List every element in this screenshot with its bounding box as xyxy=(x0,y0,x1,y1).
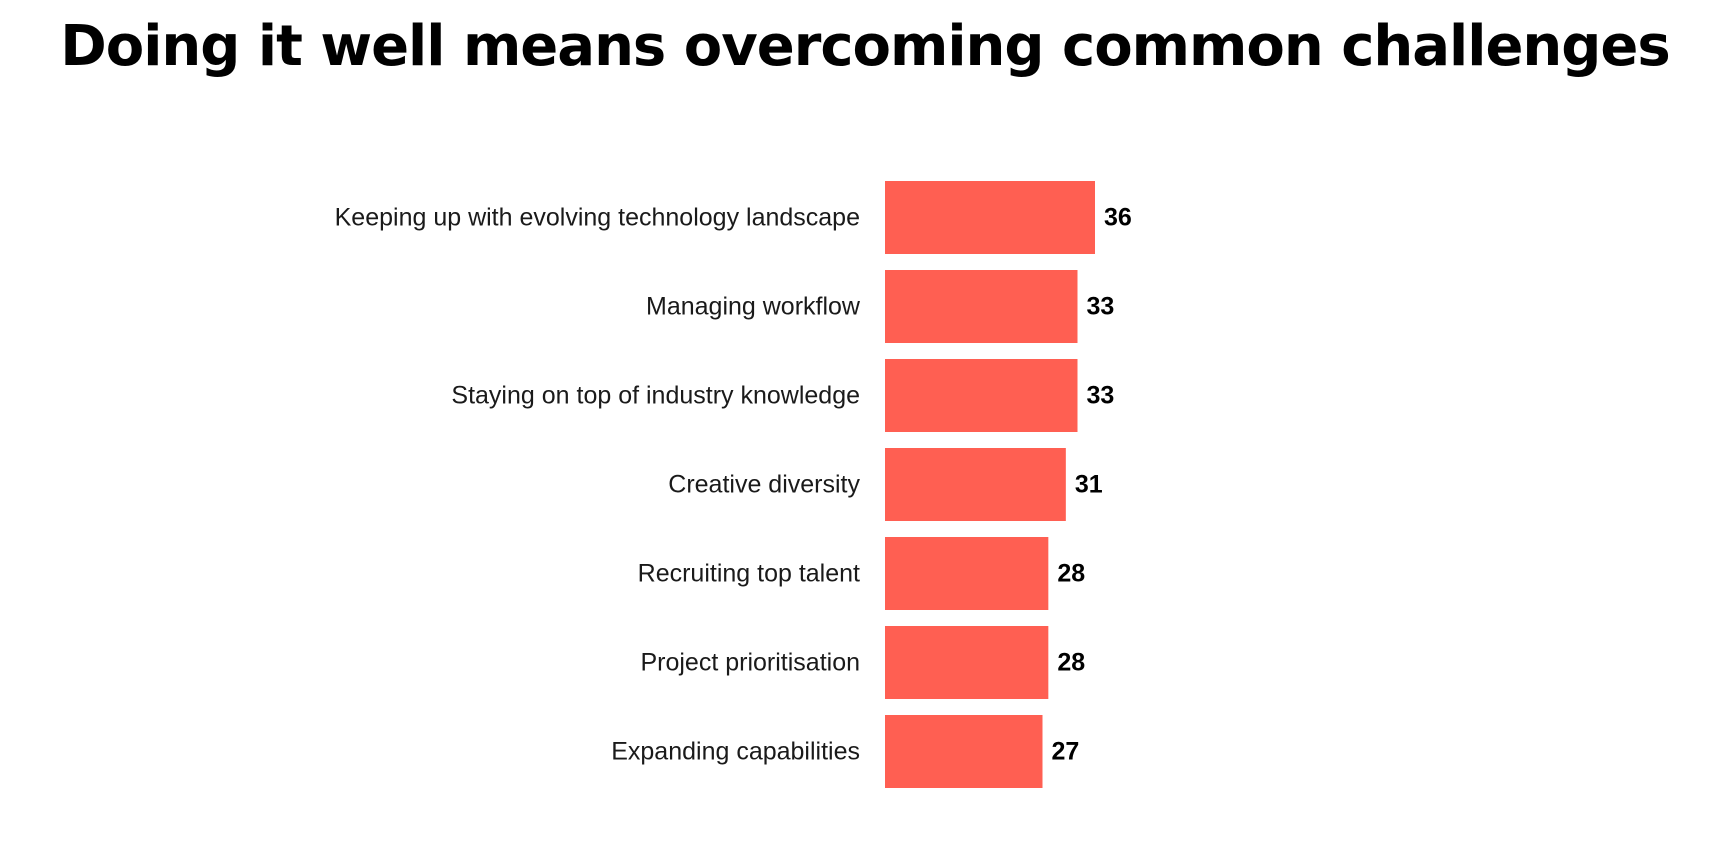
value-label: 28 xyxy=(1057,560,1085,588)
category-label: Expanding capabilities xyxy=(611,738,860,766)
category-label: Project prioritisation xyxy=(640,649,860,677)
value-label: 36 xyxy=(1104,204,1132,232)
bar xyxy=(885,359,1078,432)
value-label: 27 xyxy=(1052,738,1080,766)
category-label: Creative diversity xyxy=(668,471,860,499)
category-label: Recruiting top talent xyxy=(638,560,860,588)
category-label: Staying on top of industry knowledge xyxy=(451,382,860,410)
category-label: Managing workflow xyxy=(646,293,861,321)
value-label: 33 xyxy=(1087,293,1115,321)
bar xyxy=(885,715,1043,788)
category-label: Keeping up with evolving technology land… xyxy=(335,204,860,232)
value-label: 31 xyxy=(1075,471,1103,499)
bar xyxy=(885,448,1066,521)
page-title: Doing it well means overcoming common ch… xyxy=(60,14,1670,79)
bar xyxy=(885,537,1049,610)
bar xyxy=(885,270,1078,343)
value-label: 28 xyxy=(1057,649,1085,677)
bar xyxy=(885,181,1095,254)
bar xyxy=(885,626,1049,699)
value-label: 33 xyxy=(1087,382,1115,410)
